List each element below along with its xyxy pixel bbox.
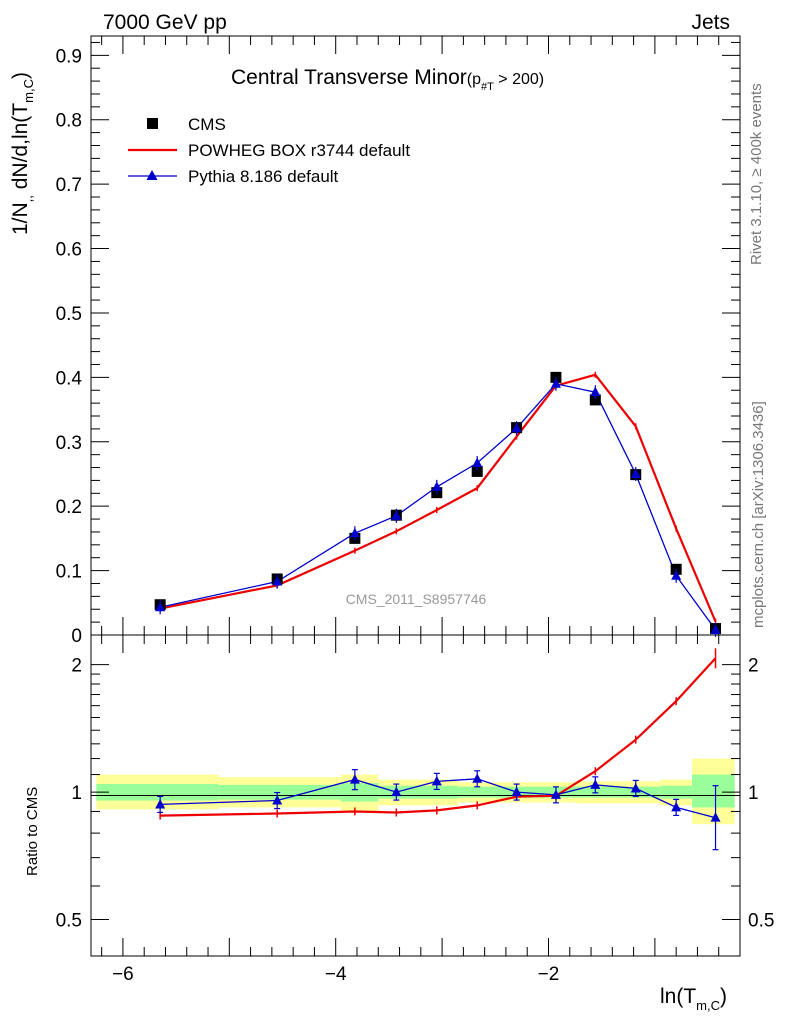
axis-ticks: 0 0.1 0.2 0.3 0.4 0.5 0.6 0.7 0.8 0.9 −6 −4 −2 0.5 0.5… — [56, 36, 774, 985]
ratio-x-tick-label: −6 — [112, 964, 134, 985]
main-y-tick-label: 0.8 — [56, 111, 82, 132]
ratio-axis-label: Ratio to CMS — [24, 787, 41, 876]
ratio-x-tick-label: −4 — [325, 964, 347, 985]
pythia-ratio-point — [550, 789, 561, 799]
ratio-band-inner — [575, 786, 661, 798]
pythia-ratio-point — [590, 779, 601, 789]
ratio-band-inner — [378, 785, 459, 799]
pythia-series-line — [160, 383, 717, 631]
pythia-ratio-point — [155, 798, 166, 809]
legend-powheg-label: POWHEG BOX r3744 default — [188, 141, 410, 160]
main-y-tick-label: 0.5 — [56, 304, 82, 325]
pythia-ratio-point — [349, 774, 360, 784]
cms-data-point — [471, 465, 483, 477]
pythia-data-point — [272, 576, 283, 586]
pythia-ratio-point — [431, 775, 442, 786]
main-y-tick-label: 0.9 — [56, 46, 82, 67]
pythia-data-point — [431, 481, 442, 491]
legend-cms-marker — [147, 118, 158, 129]
main-y-tick-label: 0.4 — [56, 368, 83, 389]
ratio-y-tick-label: 1 — [71, 783, 82, 804]
pythia-ratio-point — [630, 782, 641, 793]
main-series — [154, 371, 722, 637]
pythia-data-point — [630, 468, 641, 478]
pythia-ratio-point — [511, 786, 522, 797]
ratio-y-tick-label: 0.5 — [56, 911, 82, 932]
header-left-label: 7000 GeV pp — [103, 11, 227, 34]
ratio-x-tick-label: −2 — [538, 964, 560, 985]
pythia-ratio-point — [671, 801, 682, 812]
ratio-y-tick-label-right: 0.5 — [748, 911, 774, 932]
pythia-data-point — [391, 510, 402, 520]
plot-title: Central Transverse Minor(p#T > 200) — [231, 66, 544, 93]
pythia-data-point — [590, 386, 601, 397]
main-y-tick-label: 0.6 — [56, 240, 82, 261]
ratio-y-tick-label-right: 2 — [748, 656, 759, 677]
mcplots-label: mcplots.cern.ch [arXiv:1306.3436] — [750, 401, 767, 628]
legend-cms-label: CMS — [188, 115, 226, 134]
ratio-band-inner — [660, 785, 693, 799]
header-right-label: Jets — [691, 11, 730, 34]
ratio-band-inner — [341, 783, 379, 802]
analysis-watermark: CMS_2011_S8957746 — [346, 591, 487, 607]
legend: CMS POWHEG BOX r3744 default Pythia 8.18… — [128, 115, 410, 186]
powheg-ratio-line — [160, 657, 717, 817]
rivet-label: Rivet 3.1.10, ≥ 400k events — [748, 83, 765, 265]
ratio-y-tick-label: 2 — [71, 656, 82, 677]
main-y-tick-label: 0 — [71, 626, 82, 647]
pythia-data-point — [710, 624, 721, 634]
pythia-ratio-point — [391, 786, 402, 797]
x-axis-label: ln(Tm,C) — [660, 985, 727, 1013]
ratio-series — [155, 648, 721, 851]
pythia-data-point — [671, 570, 682, 580]
pythia-data-point — [511, 422, 522, 433]
y-axis-label: 1/N,, dN/d,ln(Tm,C) — [9, 72, 36, 235]
main-y-tick-label: 0.3 — [56, 433, 82, 454]
main-y-tick-label: 0.2 — [56, 497, 82, 518]
main-y-tick-label: 0.1 — [56, 562, 82, 583]
pythia-ratio-point — [472, 773, 483, 783]
ratio-y-tick-label-right: 1 — [748, 783, 759, 804]
powheg-series-line — [159, 373, 717, 622]
cms-data-point — [589, 394, 601, 406]
main-y-tick-label: 0.7 — [56, 175, 82, 196]
pythia-data-point — [155, 601, 166, 612]
pythia-ratio-point — [710, 812, 721, 822]
legend-pythia-label: Pythia 8.186 default — [188, 167, 339, 186]
pythia-ratio-line — [160, 778, 716, 819]
ratio-band-inner — [692, 774, 735, 808]
ratio-band-inner — [96, 783, 219, 801]
pythia-data-point — [472, 457, 483, 468]
pythia-ratio-point — [272, 795, 283, 805]
pythia-data-point — [550, 378, 561, 388]
legend-pythia-marker — [146, 170, 158, 180]
pythia-data-point — [349, 527, 360, 538]
